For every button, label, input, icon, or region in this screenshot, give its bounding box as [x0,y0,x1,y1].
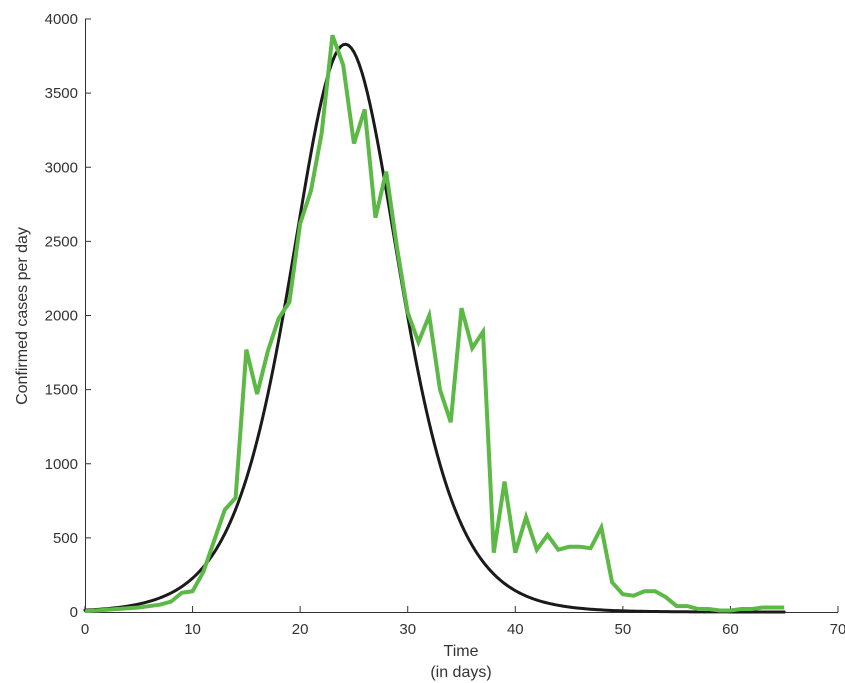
x-axis-title-line2: (in days) [430,664,491,681]
x-axis: 0 10 20 30 40 50 60 70 Time (in days) [81,606,845,681]
fitted-curve-line [83,42,786,614]
x-axis-title-line1: Time [444,643,479,660]
y-axis-ticks: 0 500 1000 1500 2000 2500 3000 3500 4000 [45,11,91,621]
y-tick-label: 3000 [45,159,78,176]
x-tick-label: 40 [507,621,524,638]
y-tick-label: 0 [70,604,78,621]
y-tick-label: 1500 [45,382,78,399]
y-tick-label: 1000 [45,456,78,473]
x-tick-label: 0 [81,621,89,638]
y-tick-label: 500 [53,530,78,547]
observed-cases-line [84,34,785,614]
plot-area [83,34,786,614]
y-tick-label: 2000 [45,308,78,325]
y-tick-label: 2500 [45,233,78,250]
x-tick-label: 20 [292,621,309,638]
x-tick-label: 30 [399,621,416,638]
y-tick-label: 3500 [45,85,78,102]
y-axis: 0 500 1000 1500 2000 2500 3000 3500 4000 Confirm… [14,11,91,621]
x-tick-label: 10 [184,621,201,638]
y-axis-title: Confirmed cases per day [14,227,31,405]
x-tick-label: 70 [830,621,845,638]
x-axis-ticks: 0 10 20 30 40 50 60 70 [81,606,845,638]
y-tick-label: 4000 [45,11,78,28]
x-tick-label: 60 [722,621,739,638]
x-tick-label: 50 [615,621,632,638]
